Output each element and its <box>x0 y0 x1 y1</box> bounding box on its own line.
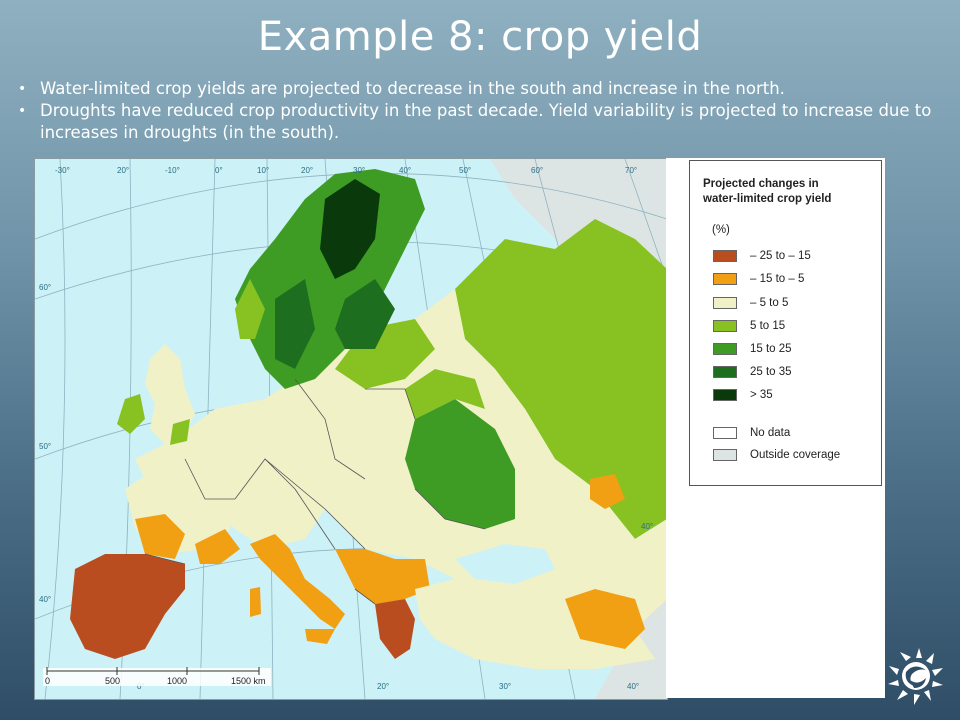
legend-swatch <box>713 389 737 401</box>
legend-title-line: water-limited crop yield <box>703 193 832 205</box>
lon-label: -10° <box>165 166 180 175</box>
legend-swatch <box>713 343 737 355</box>
region-balkans-orange <box>335 549 430 604</box>
legend-label: – 5 to 5 <box>750 297 789 309</box>
region-sweden-south-dark <box>275 279 315 369</box>
region-east-green <box>455 219 667 539</box>
lon-label: 20° <box>117 166 129 175</box>
legend-swatch <box>713 427 737 439</box>
legend-label: No data <box>750 427 791 439</box>
region-ukraine-green <box>405 399 515 529</box>
legend-swatch <box>713 297 737 309</box>
region-uk-south-green <box>170 419 190 445</box>
bullet-text: Droughts have reduced crop productivity … <box>40 101 932 142</box>
region-turkey-east-orange <box>565 589 645 649</box>
lon-label: 20° <box>301 166 313 175</box>
region-greece-red <box>375 599 415 659</box>
lon-label: 60° <box>531 166 543 175</box>
lat-label: 40° <box>641 522 653 531</box>
map-svg: -30° 20° -10° 0° 10° 20° 30° 40° 50° 60°… <box>35 159 667 699</box>
region-sweden-dark <box>320 179 380 279</box>
legend-label: 5 to 15 <box>750 320 786 332</box>
lat-label: 50° <box>39 442 51 451</box>
lon-label: 70° <box>625 166 637 175</box>
region-turkey-cream <box>415 579 655 669</box>
region-iberia-red <box>70 554 185 659</box>
region-norway-light <box>235 279 265 339</box>
region-sicily-orange <box>305 629 335 644</box>
legend-title: Projected changes in water-limited crop … <box>703 177 831 207</box>
bullet-text: Water-limited crop yields are projected … <box>40 79 785 98</box>
region-sardinia-orange <box>250 587 261 617</box>
lon-label: 30° <box>353 166 365 175</box>
bullet-item: • Water-limited crop yields are projected… <box>12 78 952 100</box>
lon-label: 0° <box>215 166 223 175</box>
legend-swatch <box>713 273 737 285</box>
legend-swatch <box>713 320 737 332</box>
legend-item: – 5 to 5 <box>713 296 788 310</box>
legend-item: No data <box>713 426 790 440</box>
lat-label: 40° <box>39 595 51 604</box>
lon-label: 40° <box>399 166 411 175</box>
lon-label: 30° <box>499 682 511 691</box>
region-uk-cream <box>145 344 195 444</box>
legend-item: 25 to 35 <box>713 365 792 379</box>
legend-label: 15 to 25 <box>750 343 792 355</box>
slide-title: Example 8: crop yield <box>257 14 703 60</box>
legend-item: 15 to 25 <box>713 342 792 356</box>
map-legend: Projected changes in water-limited crop … <box>689 160 882 486</box>
lon-label: 10° <box>257 166 269 175</box>
lon-label: 0° <box>137 682 145 691</box>
legend-swatch <box>713 366 737 378</box>
outside-coverage-area <box>490 159 667 699</box>
region-france-se-orange <box>195 529 240 564</box>
legend-label: Outside coverage <box>750 449 841 461</box>
scale-tick-label: 1000 <box>167 676 187 686</box>
region-finland-dark <box>335 279 395 349</box>
region-france-sw-orange <box>135 514 185 559</box>
bullet-list: • Water-limited crop yields are projected… <box>12 78 952 144</box>
legend-label: – 15 to – 5 <box>750 273 805 285</box>
bullet-dot-icon: • <box>18 81 27 97</box>
legend-item: – 25 to – 15 <box>713 249 811 263</box>
legend-label: – 25 to – 15 <box>750 250 811 262</box>
scale-tick-label: 0 <box>45 676 50 686</box>
lat-label: 60° <box>39 283 51 292</box>
legend-item: > 35 <box>713 388 773 402</box>
lon-label: -30° <box>55 166 70 175</box>
legend-label: 25 to 35 <box>750 366 792 378</box>
legend-label: > 35 <box>750 389 773 401</box>
eea-sun-logo-icon <box>888 648 943 705</box>
region-belarus-green <box>405 369 485 419</box>
region-russia-south-orange <box>590 474 625 509</box>
bullet-item: • Droughts have reduced crop productivity… <box>12 100 952 144</box>
legend-item: 5 to 15 <box>713 319 785 333</box>
lon-label: 50° <box>459 166 471 175</box>
scale-tick-label: 500 <box>105 676 120 686</box>
lon-label: 20° <box>377 682 389 691</box>
bullet-dot-icon: • <box>18 103 27 119</box>
legend-unit: (%) <box>712 224 730 236</box>
scale-bar: 0 500 1000 1500 km <box>43 667 271 686</box>
europe-map: -30° 20° -10° 0° 10° 20° 30° 40° 50° 60°… <box>34 158 668 700</box>
region-ireland-green <box>117 394 145 434</box>
legend-swatch <box>713 250 737 262</box>
scale-tick-label: 1500 km <box>231 676 266 686</box>
black-sea <box>455 544 555 584</box>
legend-item: Outside coverage <box>713 448 840 462</box>
graticule-labels: -30° 20° -10° 0° 10° 20° 30° 40° 50° 60°… <box>39 166 653 691</box>
legend-swatch <box>713 449 737 461</box>
country-borders <box>144 378 486 605</box>
region-italy-orange <box>250 534 345 629</box>
legend-title-line: Projected changes in <box>703 178 819 190</box>
lon-label: 40° <box>627 682 639 691</box>
legend-item: – 15 to – 5 <box>713 272 804 286</box>
